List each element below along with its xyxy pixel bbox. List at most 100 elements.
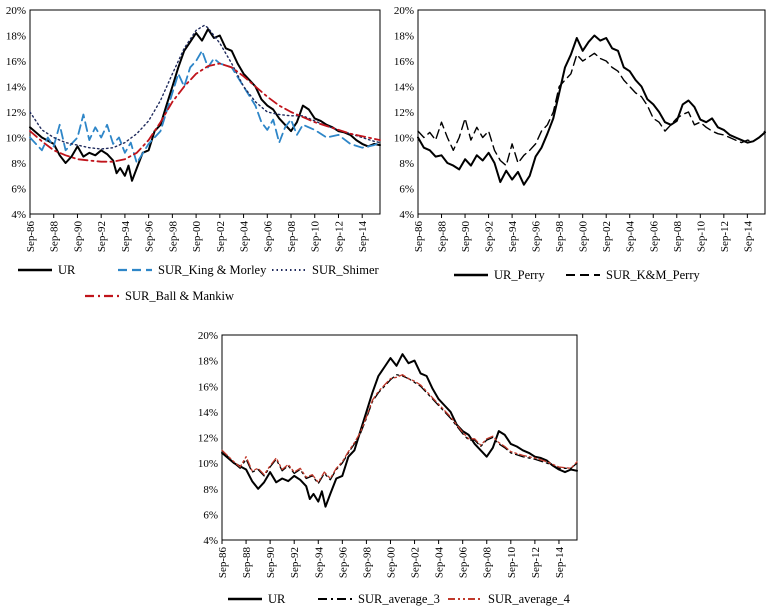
x-tick-label: Sep-10 <box>506 547 518 579</box>
legend-label: UR <box>268 592 286 606</box>
series-line-sur-shimer <box>29 24 381 150</box>
y-tick-label: 14% <box>394 82 414 94</box>
y-tick-label: 14% <box>6 82 26 94</box>
panel-b: 4% 6% 8% 10% 12% 14% 16% 18% 20% Sep-86 Sep-88 Sep-… <box>394 5 766 282</box>
x-tick-label: Sep-98 <box>554 221 566 253</box>
x-tick-label: Sep-10 <box>310 221 322 253</box>
series-line-ur <box>221 353 578 508</box>
y-tick-label: 4% <box>399 209 414 221</box>
x-tick-label: Sep-88 <box>241 547 253 579</box>
legend-item: SUR_Shimer <box>272 263 380 277</box>
panel-a: 4% 6% 8% 10% 12% 14% 16% 18% 20% Sep-86 Sep-88 Sep-… <box>6 5 381 303</box>
legend-label: UR_Perry <box>494 268 545 282</box>
series-line-sur-king-morley <box>29 49 381 164</box>
x-tick-label: Sep-98 <box>361 547 373 579</box>
plot-area <box>221 334 578 541</box>
x-tick-label: Sep-86 <box>217 547 229 579</box>
y-tick-label: 6% <box>399 184 414 196</box>
plot-area <box>417 9 766 215</box>
legend-label: SUR_average_4 <box>488 592 571 606</box>
x-tick-label: Sep-86 <box>25 221 37 253</box>
y-tick-label: 10% <box>6 133 26 145</box>
x-tick-label: Sep-88 <box>49 221 61 253</box>
series-line-sur-average-4 <box>221 374 578 483</box>
y-tick-label: 20% <box>198 330 218 342</box>
y-tick-label: 10% <box>394 133 414 145</box>
x-tick-label: Sep-86 <box>413 221 425 253</box>
x-tick-label: Sep-14 <box>742 221 754 253</box>
y-tick-label: 10% <box>198 458 218 470</box>
legend-item: UR_Perry <box>454 268 545 282</box>
panel-c: 4% 6% 8% 10% 12% 14% 16% 18% 20% Sep-86 Sep-88 Sep-… <box>198 330 578 606</box>
series-line-sur-average-3 <box>221 374 578 485</box>
y-tick-label: 18% <box>6 31 26 43</box>
x-tick-label: Sep-04 <box>434 547 446 579</box>
x-tick-label: Sep-14 <box>554 547 566 579</box>
legend-item: UR <box>228 592 286 606</box>
x-tick-label: Sep-10 <box>695 221 707 253</box>
y-tick-label: 4% <box>11 209 26 221</box>
x-tick-label: Sep-88 <box>437 221 449 253</box>
legend-label: SUR_King & Morley <box>158 263 267 277</box>
legend-item: SUR_King & Morley <box>118 263 267 277</box>
y-tick-label: 20% <box>6 5 26 17</box>
x-tick-label: Sep-96 <box>531 221 543 253</box>
legend-item: SUR_Ball & Mankiw <box>85 289 234 303</box>
x-tick-label: Sep-92 <box>96 221 108 252</box>
legend-item: SUR_average_3 <box>318 592 440 606</box>
x-tick-label: Sep-98 <box>167 221 179 253</box>
x-tick-label: Sep-12 <box>530 547 542 578</box>
x-tick-label: Sep-06 <box>458 547 470 579</box>
legend-label: UR <box>58 263 76 277</box>
y-tick-label: 16% <box>394 56 414 68</box>
y-tick-label: 4% <box>203 535 218 547</box>
x-tick-label: Sep-96 <box>337 547 349 579</box>
x-tick-label: Sep-90 <box>460 221 472 253</box>
x-tick-label: Sep-12 <box>333 221 345 252</box>
x-tick-label: Sep-94 <box>313 547 325 579</box>
x-tick-label: Sep-06 <box>262 221 274 253</box>
legend-item: UR <box>18 263 76 277</box>
y-tick-label: 12% <box>198 433 218 445</box>
y-tick-label: 14% <box>198 407 218 419</box>
y-tick-label: 18% <box>394 31 414 43</box>
y-tick-label: 6% <box>203 509 218 521</box>
y-tick-label: 20% <box>394 5 414 17</box>
x-tick-label: Sep-08 <box>672 221 684 253</box>
x-tick-label: Sep-96 <box>144 221 156 253</box>
legend-item: SUR_average_4 <box>448 592 571 606</box>
legend-label: SUR_Shimer <box>312 263 380 277</box>
x-tick-label: Sep-92 <box>484 221 496 252</box>
x-tick-label: Sep-00 <box>385 547 397 579</box>
legend-label: SUR_average_3 <box>358 592 440 606</box>
x-tick-label: Sep-04 <box>625 221 637 253</box>
x-tick-label: Sep-06 <box>648 221 660 253</box>
x-tick-label: Sep-08 <box>286 221 298 253</box>
x-tick-label: Sep-08 <box>482 547 494 579</box>
y-tick-label: 8% <box>203 484 218 496</box>
y-tick-label: 8% <box>399 158 414 170</box>
x-tick-label: Sep-02 <box>410 547 422 578</box>
x-tick-label: Sep-90 <box>72 221 84 253</box>
legend-label: SUR_Ball & Mankiw <box>125 289 234 303</box>
x-tick-label: Sep-02 <box>215 221 227 252</box>
x-tick-label: Sep-92 <box>289 547 301 578</box>
y-tick-label: 12% <box>6 107 26 119</box>
x-tick-label: Sep-94 <box>120 221 132 253</box>
legend-label: SUR_K&M_Perry <box>606 268 701 282</box>
x-tick-label: Sep-94 <box>507 221 519 253</box>
x-tick-label: Sep-00 <box>191 221 203 253</box>
x-tick-label: Sep-90 <box>265 547 277 579</box>
x-tick-label: Sep-14 <box>357 221 369 253</box>
y-tick-label: 18% <box>198 356 218 368</box>
x-tick-label: Sep-04 <box>239 221 251 253</box>
plot-area <box>29 9 381 215</box>
x-tick-label: Sep-02 <box>601 221 613 252</box>
series-line-ur <box>29 28 381 182</box>
y-tick-label: 8% <box>11 158 26 170</box>
series-line-sur-ball-mankiw <box>29 62 381 163</box>
legend-item: SUR_K&M_Perry <box>566 268 701 282</box>
x-tick-label: Sep-12 <box>719 221 731 252</box>
y-tick-label: 16% <box>6 56 26 68</box>
